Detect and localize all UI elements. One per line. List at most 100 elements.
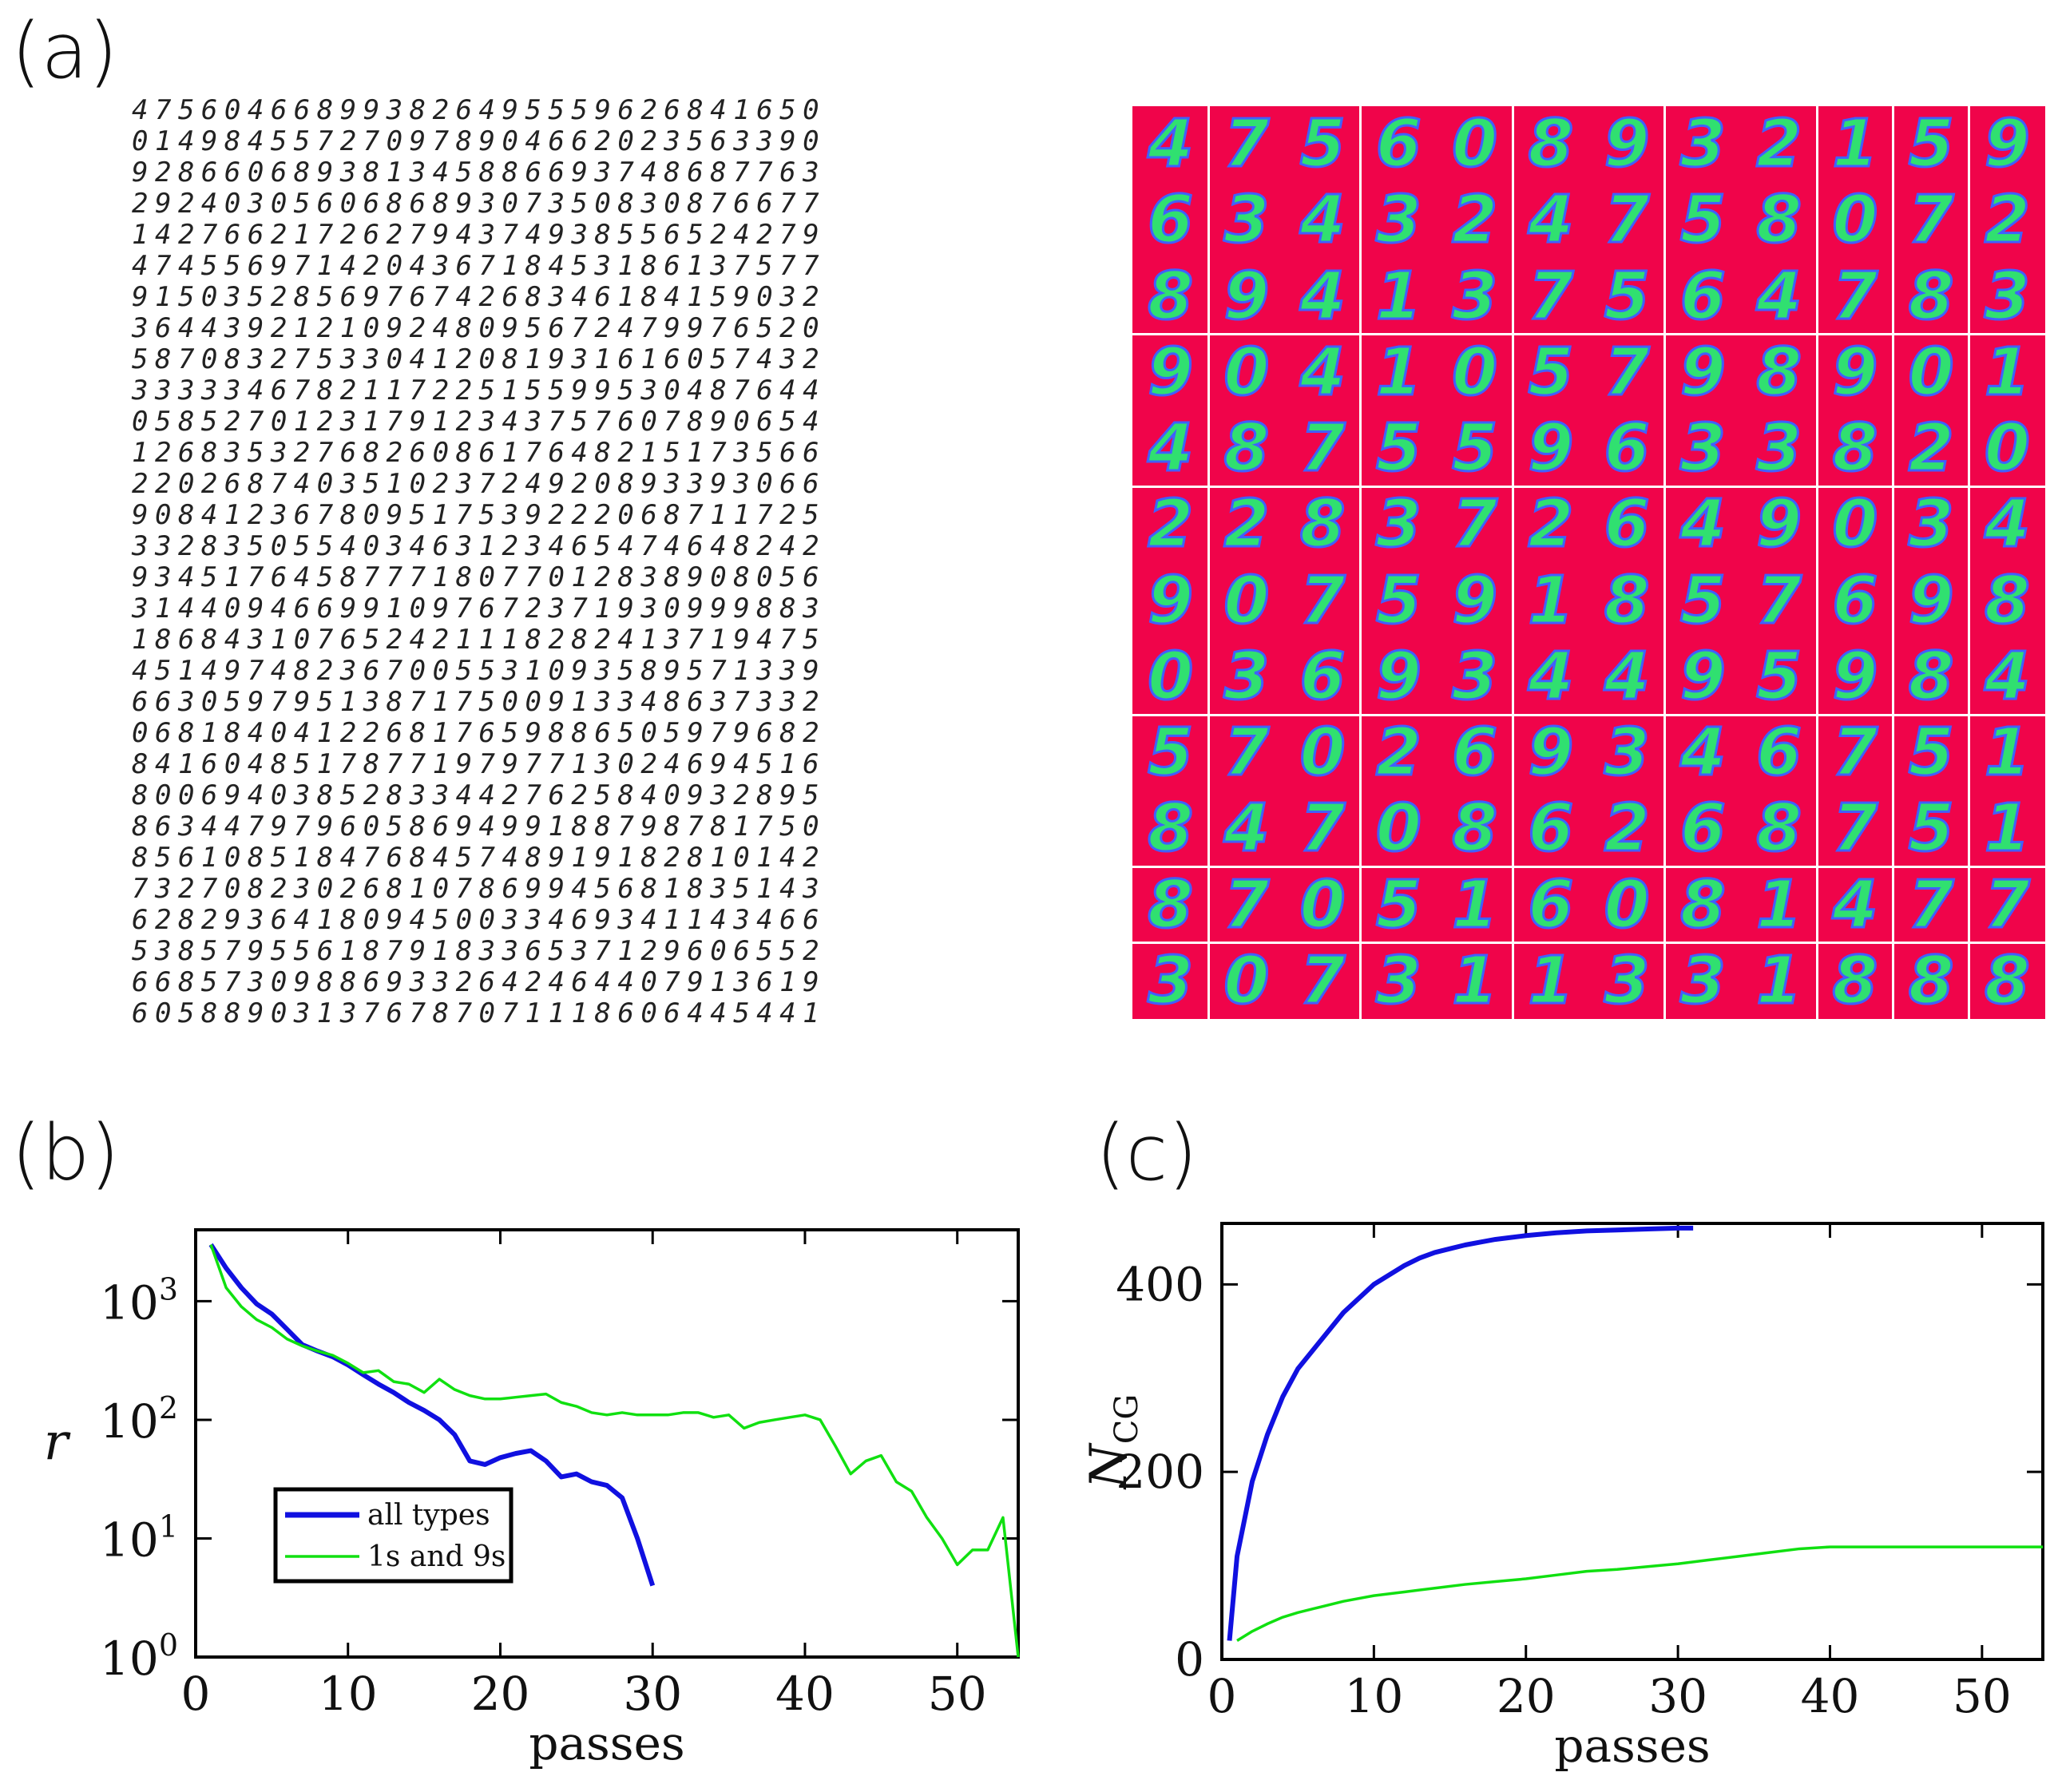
digit-cell: 2: [1755, 105, 1803, 184]
digit-row: 841604851787719797713024694516: [132, 748, 827, 780]
digit-cell: 1: [1983, 714, 2031, 792]
digit-cell: 3: [1147, 942, 1195, 1020]
cluster-divider-vertical: [1359, 106, 1362, 1019]
x-tick-label: 20: [1497, 1669, 1556, 1723]
digit-cell: 5: [1299, 105, 1346, 184]
digit-cell: 7: [1299, 942, 1346, 1020]
digit-cell: 3: [1679, 410, 1727, 488]
digit-cell: 5: [1374, 561, 1422, 640]
digit-cell: 7: [1983, 866, 2031, 944]
x-tick-label: 10: [319, 1667, 378, 1721]
digit-cell: 8: [1983, 942, 2031, 1020]
digit-cell: 7: [1831, 790, 1879, 868]
digit-cell: 4: [1299, 333, 1346, 411]
y-tick-label: 0: [1175, 1632, 1204, 1687]
cluster-divider-horizontal: [1132, 713, 2045, 716]
digit-cell: 4: [1679, 714, 1727, 792]
digit-cell: 6: [1147, 181, 1195, 260]
digit-cell: 9: [1907, 561, 1955, 640]
digit-row: 628293641809450033469341143466: [132, 904, 827, 936]
digit-cell: 8: [1147, 790, 1195, 868]
digit-cell: 3: [1755, 410, 1803, 488]
digit-row: 068184041226817659886505979682: [132, 717, 827, 749]
digit-cell: 1: [1527, 561, 1575, 640]
digit-cell: 5: [1527, 333, 1575, 411]
digit-cell: 4: [1983, 637, 2031, 716]
digit-cell: 3: [1223, 181, 1271, 260]
digit-cell: 7: [1299, 790, 1346, 868]
digit-cell: 4: [1983, 486, 2031, 564]
digit-cell: 0: [1223, 942, 1271, 1020]
digit-cell: 7: [1755, 561, 1803, 640]
legend-box: [273, 1487, 514, 1584]
digit-cell: 3: [1374, 486, 1422, 564]
x-tick-label: 50: [928, 1667, 987, 1721]
digit-cell: 4: [1299, 257, 1346, 335]
digit-row: 292403056068689307350830876677: [132, 188, 827, 220]
digit-row: 668573098869332642464407913619: [132, 966, 827, 998]
digit-cell: 0: [1223, 561, 1271, 640]
digit-cell: 2: [1451, 181, 1499, 260]
digit-cell: 1: [1755, 942, 1803, 1020]
digit-cell: 7: [1907, 181, 1955, 260]
digit-cell: 0: [1831, 486, 1879, 564]
digit-cell: 4: [1147, 105, 1195, 184]
digit-row: 928660689381345886693748687763: [132, 157, 827, 188]
digit-row: 142766217262794374938556524279: [132, 219, 827, 251]
x-tick-label: 30: [1648, 1669, 1707, 1723]
cluster-divider-horizontal: [1132, 333, 2045, 336]
digit-cell: 3: [1223, 637, 1271, 716]
digit-cell: 1: [1983, 790, 2031, 868]
digit-cell: 8: [1755, 790, 1803, 868]
digit-row: 663059795138717500913348637332: [132, 686, 827, 718]
digit-cell: 7: [1603, 181, 1651, 260]
cluster-divider-horizontal: [1132, 866, 2045, 868]
digit-cell: 6: [1527, 790, 1575, 868]
digit-cell: 5: [1374, 866, 1422, 944]
digit-cell: 7: [1451, 486, 1499, 564]
digit-cell: 3: [1907, 486, 1955, 564]
digit-cell: 9: [1147, 561, 1195, 640]
plot-frame: [1220, 1222, 2044, 1661]
digit-cell: 5: [1451, 410, 1499, 488]
digit-cell: 3: [1374, 181, 1422, 260]
digit-cell: 3: [1679, 942, 1727, 1020]
cluster-divider-vertical: [1511, 106, 1514, 1019]
digit-cell: 7: [1223, 105, 1271, 184]
digit-cell: 3: [1451, 637, 1499, 716]
digit-cell: 9: [1223, 257, 1271, 335]
digit-cell: 8: [1603, 561, 1651, 640]
panel-label-a: (a): [11, 6, 118, 96]
digit-row: 934517645877718077012838908056: [132, 561, 827, 593]
digit-cell: 9: [1374, 637, 1422, 716]
digit-cell: 9: [1679, 637, 1727, 716]
digit-cell: 5: [1374, 410, 1422, 488]
digit-row: 314409466991097672371930999883: [132, 593, 827, 624]
digit-cell: 5: [1603, 257, 1651, 335]
digit-cell: 2: [1907, 410, 1955, 488]
digit-cell: 8: [1755, 181, 1803, 260]
digit-cell: 9: [1831, 637, 1879, 716]
digit-cell: 7: [1907, 866, 1955, 944]
digit-row: 058527012317912343757607890654: [132, 406, 827, 438]
digit-row: 732708230268107869945681835143: [132, 873, 827, 905]
digit-cell: 7: [1223, 714, 1271, 792]
digit-cell: 7: [1299, 561, 1346, 640]
chart-b-residual: 0 10 20 30 40 50 100 101 102 103 passes r all types 1…: [44, 1228, 1020, 1770]
digit-cell: 8: [1907, 257, 1955, 335]
digit-row: 475604668993826495559626841650: [132, 94, 827, 126]
digit-cell: 8: [1299, 486, 1346, 564]
y-tick-label: 102: [100, 1390, 178, 1449]
y-tick-label: 400: [1116, 1257, 1204, 1311]
digit-cell: 1: [1374, 333, 1422, 411]
digit-cell: 6: [1679, 257, 1727, 335]
digit-cell: 4: [1679, 486, 1727, 564]
series-line-1s-and-9s: [209, 1243, 1020, 1658]
digit-cell: 2: [1527, 486, 1575, 564]
digit-cell: 3: [1374, 942, 1422, 1020]
digit-cell: 1: [1451, 866, 1499, 944]
digit-cell: 8: [1755, 333, 1803, 411]
digit-cell: 9: [1451, 561, 1499, 640]
digit-cell: 8: [1983, 561, 2031, 640]
